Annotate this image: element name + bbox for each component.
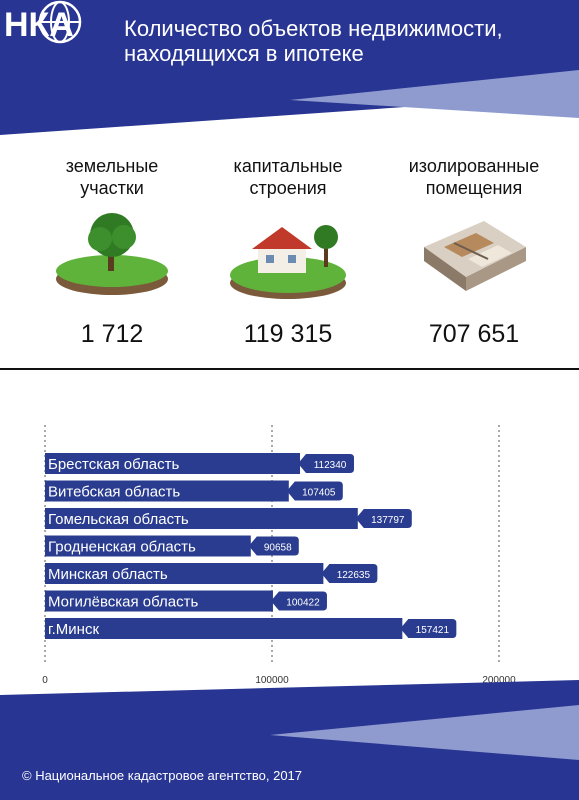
category-label-line: помещения <box>425 178 523 198</box>
category-land: земельные участки 1 712 <box>22 155 202 348</box>
header-banner: НКА Количество объектов недвижимости, на… <box>0 0 579 140</box>
category-label: капитальные строения <box>198 155 378 199</box>
bar-value-label: 90658 <box>264 543 292 554</box>
category-value: 119 315 <box>243 320 333 348</box>
bar <box>45 590 273 612</box>
category-label-line: земельные <box>65 156 159 176</box>
value-tag <box>248 536 299 556</box>
land-plot-icon <box>56 213 168 295</box>
category-label: земельные участки <box>22 155 202 199</box>
title-line-1: Количество объектов недвижимости, <box>124 16 503 41</box>
header-background <box>0 0 579 135</box>
category-apartment: изолированные помещения 707 651 <box>384 155 564 348</box>
value-tag <box>355 509 412 528</box>
x-tick-label: 0 <box>42 675 48 686</box>
bar-category-label: Минская область <box>48 566 168 583</box>
page-title: Количество объектов недвижимости, находя… <box>124 16 574 66</box>
apartment-icon <box>424 221 526 291</box>
value-tag <box>270 591 327 611</box>
bar-category-label: Брестская область <box>48 456 179 473</box>
bar <box>45 618 403 639</box>
category-label-line: строения <box>249 178 327 198</box>
bar <box>45 535 251 557</box>
bar <box>45 563 324 584</box>
bar-value-label: 157421 <box>416 625 450 636</box>
value-tag <box>298 454 355 473</box>
category-label-line: капитальные <box>233 156 343 176</box>
region-bar-chart: 0 100000 200000 Брестская область 112340 Вите… <box>42 425 516 686</box>
category-label: изолированные помещения <box>384 155 564 199</box>
x-tick-label: 100000 <box>255 675 289 686</box>
value-tag <box>321 564 378 583</box>
bar-category-label: Могилёвская область <box>48 594 199 611</box>
bar-category-label: Гомельская область <box>48 511 189 528</box>
copyright-text: © Национальное кадастровое агентство, 20… <box>22 768 303 783</box>
section-divider <box>0 368 579 370</box>
category-value: 707 651 <box>428 320 520 348</box>
bar-category-label: г.Минск <box>48 621 99 638</box>
title-line-2: находящихся в ипотеке <box>124 41 364 66</box>
logo-text: НКА <box>4 6 74 44</box>
footer-banner: © Национальное кадастровое агентство, 20… <box>0 680 579 800</box>
bar-value-label: 122635 <box>337 570 371 581</box>
category-label-line: изолированные <box>408 156 540 176</box>
house-icon <box>230 225 346 299</box>
bar <box>45 453 301 474</box>
bar-value-label: 107405 <box>302 488 336 499</box>
bar-value-label: 100422 <box>286 598 320 609</box>
category-label-line: участки <box>80 178 144 198</box>
bar-category-label: Гродненская область <box>48 539 196 556</box>
category-value: 1 712 <box>80 320 144 348</box>
bar-value-label: 137797 <box>371 515 405 526</box>
bar <box>45 480 289 502</box>
bar-category-label: Витебская область <box>48 484 180 501</box>
value-tag <box>286 481 343 501</box>
category-building: капитальные строения 119 315 <box>198 155 378 348</box>
value-tag <box>400 619 457 638</box>
nka-logo: НКА <box>0 0 102 44</box>
bar <box>45 508 358 529</box>
x-tick-label: 200000 <box>482 675 516 686</box>
footer-background <box>0 680 579 800</box>
bar-value-label: 112340 <box>314 460 347 471</box>
category-columns: земельные участки 1 712 капитальные стро… <box>0 155 579 355</box>
